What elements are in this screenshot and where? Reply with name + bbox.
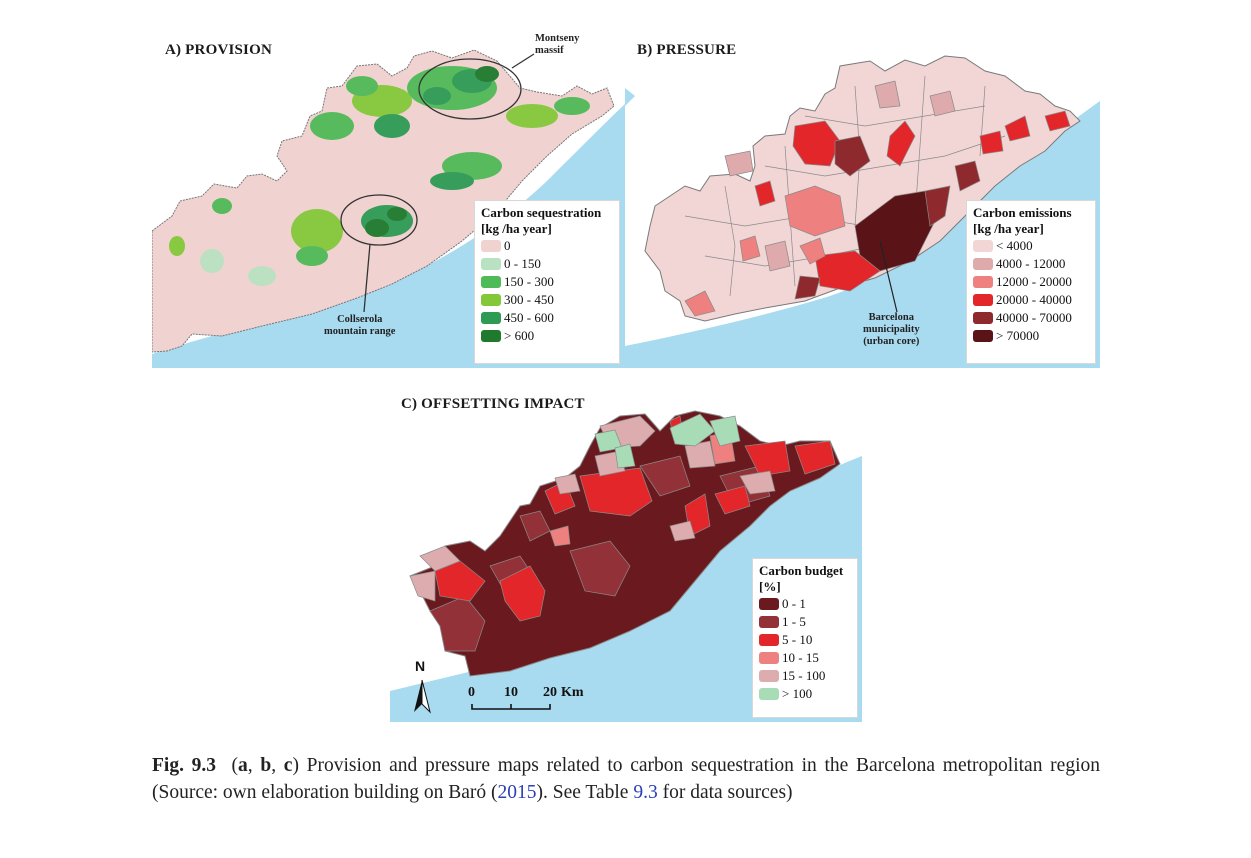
north-arrow-label: N — [415, 658, 426, 674]
legend-item: 0 - 150 — [481, 255, 613, 273]
legend-item: 5 - 10 — [759, 631, 851, 649]
legend-item: > 70000 — [973, 327, 1089, 345]
scale-tick-20: 20 — [543, 685, 557, 700]
legend-swatch — [481, 276, 501, 288]
legend-title: Carbon sequestration — [481, 205, 602, 220]
panel-a-provision-map: A) PROVISION Montseny massif Collserola … — [152, 16, 625, 368]
citation-year-link[interactable]: 2015 — [497, 782, 537, 803]
legend-item: 20000 - 40000 — [973, 291, 1089, 309]
panel-a-title: A) PROVISION — [165, 42, 272, 58]
legend-swatch — [481, 240, 501, 252]
legend-swatch — [481, 312, 501, 324]
figure-caption: Fig. 9.3 (a, b, c) Provision and pressur… — [152, 755, 1100, 803]
legend-unit: [%] — [759, 579, 781, 594]
legend-swatch — [759, 652, 779, 664]
legend-title: Carbon emissions — [973, 205, 1072, 220]
legend-swatch — [973, 258, 993, 270]
legend-swatch — [481, 330, 501, 342]
barcelona-annotation: Barcelona municipality (urban core) — [863, 312, 920, 347]
panel-c-offsetting-map: C) OFFSETTING IMPACT N 0 10 20 Km Carbon… — [390, 386, 862, 722]
legend-unit: [kg /ha year] — [481, 221, 552, 236]
legend-swatch — [973, 240, 993, 252]
carbon-emissions-legend: Carbon emissions [kg /ha year] < 4000 40… — [966, 200, 1096, 364]
scale-tick-10: 10 — [504, 685, 518, 700]
legend-item: 15 - 100 — [759, 667, 851, 685]
legend-item: 10 - 15 — [759, 649, 851, 667]
legend-item: > 100 — [759, 685, 851, 703]
legend-swatch — [759, 670, 779, 682]
offsetting-map-graphic — [390, 410, 862, 722]
legend-swatch — [973, 276, 993, 288]
montseny-annotation: Montseny massif — [535, 33, 580, 56]
scale-unit: Km — [561, 685, 584, 700]
caption-text: ) Provision and pressure maps related to… — [152, 755, 1100, 803]
legend-swatch — [973, 312, 993, 324]
table-reference-link[interactable]: 9.3 — [633, 782, 658, 803]
legend-item: 150 - 300 — [481, 273, 613, 291]
legend-item: > 600 — [481, 327, 613, 345]
legend-item: 4000 - 12000 — [973, 255, 1089, 273]
legend-swatch — [481, 258, 501, 270]
legend-swatch — [759, 598, 779, 610]
legend-swatch — [973, 330, 993, 342]
legend-item: 450 - 600 — [481, 309, 613, 327]
legend-swatch — [759, 634, 779, 646]
legend-item: 300 - 450 — [481, 291, 613, 309]
carbon-sequestration-legend: Carbon sequestration [kg /ha year] 0 0 -… — [474, 200, 620, 364]
panel-c-title: C) OFFSETTING IMPACT — [401, 396, 585, 412]
legend-item: < 4000 — [973, 237, 1089, 255]
legend-swatch — [973, 294, 993, 306]
scale-tick-0: 0 — [468, 685, 475, 700]
legend-swatch — [759, 616, 779, 628]
legend-item: 40000 - 70000 — [973, 309, 1089, 327]
legend-item: 0 - 1 — [759, 595, 851, 613]
figure-label: Fig. 9.3 — [152, 755, 217, 776]
collserola-annotation: Collserola mountain range — [324, 314, 396, 337]
panel-b-title: B) PRESSURE — [637, 42, 737, 58]
carbon-budget-legend: Carbon budget [%] 0 - 1 1 - 5 5 - 10 10 … — [752, 558, 858, 718]
panel-b-pressure-map: B) PRESSURE Barcelona municipality (urba… — [625, 16, 1100, 368]
legend-item: 0 — [481, 237, 613, 255]
legend-title: Carbon budget — [759, 563, 844, 578]
legend-swatch — [759, 688, 779, 700]
legend-item: 12000 - 20000 — [973, 273, 1089, 291]
legend-swatch — [481, 294, 501, 306]
legend-item: 1 - 5 — [759, 613, 851, 631]
legend-unit: [kg /ha year] — [973, 221, 1044, 236]
